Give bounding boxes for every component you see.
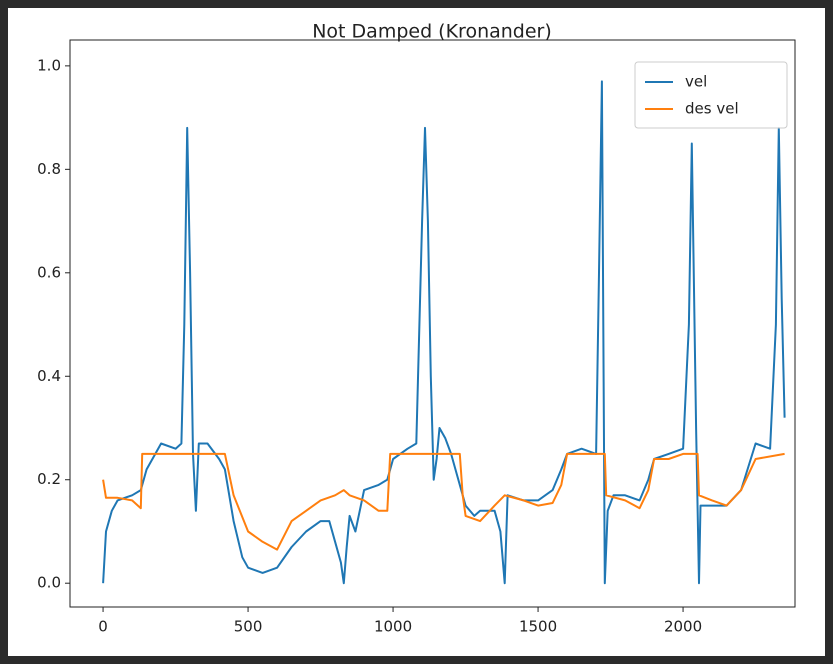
chart-title: Not Damped (Kronander) xyxy=(312,21,552,43)
x-tick-label: 2000 xyxy=(664,618,702,636)
y-tick-label: 1.0 xyxy=(37,56,61,74)
data-line xyxy=(102,452,785,551)
legend-box xyxy=(634,61,788,129)
y-tick-label: 0.2 xyxy=(37,470,61,488)
x-tick-label: 1500 xyxy=(519,618,557,636)
x-tick-label: 500 xyxy=(234,618,263,636)
y-tick-label: 0.0 xyxy=(37,574,61,592)
y-tick-label: 0.8 xyxy=(37,160,61,178)
y-tick-label: 0.6 xyxy=(37,263,61,281)
y-tick-label: 0.4 xyxy=(37,367,61,385)
x-tick-label: 0 xyxy=(98,618,108,636)
x-tick-label: 1000 xyxy=(374,618,412,636)
data-line xyxy=(102,80,786,585)
plot-frame xyxy=(69,39,796,608)
legend-label: des vel xyxy=(685,100,739,118)
legend-label: vel xyxy=(685,73,707,91)
